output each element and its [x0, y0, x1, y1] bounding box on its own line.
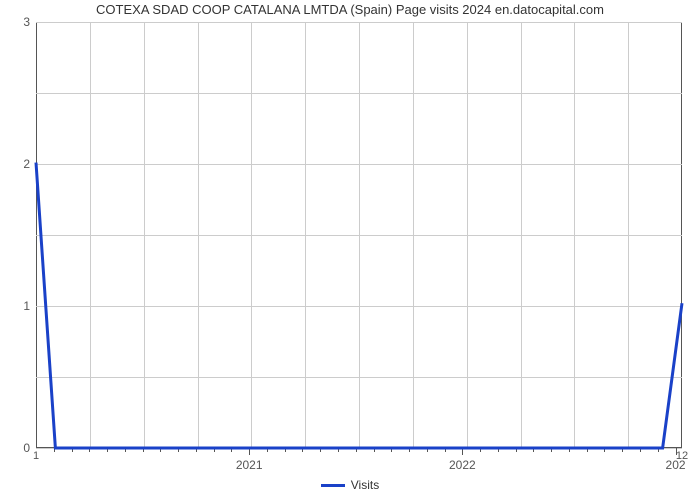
plot-area: 012320212022202112 — [36, 22, 682, 448]
x-tick-label: 2022 — [449, 458, 476, 472]
legend-swatch — [321, 484, 345, 487]
chart-title: COTEXA SDAD COOP CATALANA LMTDA (Spain) … — [0, 2, 700, 17]
legend-label: Visits — [351, 478, 379, 492]
y-tick-label: 0 — [23, 441, 30, 455]
y-tick-label: 3 — [23, 15, 30, 29]
chart-container: COTEXA SDAD COOP CATALANA LMTDA (Spain) … — [0, 0, 700, 500]
series-layer — [36, 22, 682, 448]
series-line-visits — [36, 163, 682, 448]
x-tick-label: 2021 — [236, 458, 263, 472]
y-tick-label: 1 — [23, 299, 30, 313]
x-axis-start-label: 1 — [33, 450, 39, 462]
y-tick-label: 2 — [23, 157, 30, 171]
x-axis-end-label: 12 — [676, 450, 688, 462]
legend: Visits — [0, 478, 700, 492]
